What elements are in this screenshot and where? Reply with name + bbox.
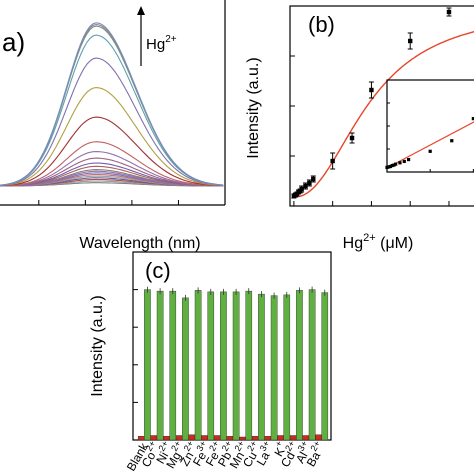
panel-b-y-label: Intensity (a.u.) bbox=[245, 57, 262, 158]
data-point bbox=[349, 135, 355, 141]
metal-ion-label: Zn2+ bbox=[175, 439, 202, 469]
metal-ion-label: Cd2+ bbox=[275, 439, 303, 470]
green-bar bbox=[270, 295, 278, 441]
spectrum-line bbox=[0, 87, 224, 187]
panel-c-ticks bbox=[133, 289, 138, 441]
inset-data-point bbox=[392, 163, 396, 167]
red-bar bbox=[137, 436, 145, 441]
data-point bbox=[307, 180, 312, 186]
green-bar bbox=[308, 289, 316, 441]
panel-a-x-label: Wavelength (nm) bbox=[79, 235, 200, 252]
data-point bbox=[311, 176, 316, 182]
panel-b-label: (b) bbox=[308, 12, 335, 37]
data-point bbox=[369, 87, 374, 93]
green-bar bbox=[283, 294, 291, 441]
hg-annotation: Hg2+ bbox=[146, 34, 177, 53]
green-bar bbox=[144, 289, 151, 441]
metal-ion-labels: BlankCo2+Ni2+Mg2+Zn2+Fe3+Fe2+Pb2+Mn2+Cu2… bbox=[124, 439, 328, 474]
panel-c-label: (c) bbox=[145, 258, 171, 283]
spectrum-line bbox=[0, 116, 224, 187]
sigmoid-fit-line bbox=[293, 31, 474, 198]
metal-ion-label: Fe2+ bbox=[200, 439, 227, 469]
data-point bbox=[303, 183, 308, 189]
spectra-curves bbox=[0, 22, 224, 187]
green-bar bbox=[296, 290, 303, 441]
inset-data-point bbox=[471, 117, 474, 121]
data-point bbox=[330, 158, 335, 164]
inset-data-point bbox=[387, 165, 391, 169]
inset-data-point bbox=[406, 157, 411, 162]
metal-ion-label: La3+ bbox=[251, 439, 278, 468]
inset-data-point bbox=[402, 159, 406, 164]
panel-b-x-label: Hg2+ (μM) bbox=[343, 232, 414, 252]
metal-ion-label: Co2+ bbox=[136, 439, 164, 470]
panel-a-emission-spectra: a) Hg2+ Wavelength (nm) bbox=[0, 0, 226, 252]
green-bar bbox=[156, 290, 164, 441]
green-bar bbox=[258, 293, 265, 441]
green-bar bbox=[194, 290, 202, 441]
inset-data-point bbox=[385, 165, 389, 169]
green-bar bbox=[182, 297, 189, 441]
titration-points bbox=[291, 7, 452, 199]
red-bar bbox=[188, 434, 196, 441]
green-bar bbox=[207, 291, 215, 441]
red-bar bbox=[315, 434, 322, 441]
inset-linear-fit bbox=[386, 121, 474, 169]
spectrum-line bbox=[0, 25, 224, 186]
spectrum-line bbox=[0, 22, 224, 186]
inset-data-point bbox=[390, 163, 394, 168]
red-bar bbox=[239, 436, 246, 441]
green-bar bbox=[321, 292, 329, 441]
selectivity-bars bbox=[137, 286, 329, 441]
spectrum-line bbox=[0, 141, 224, 187]
red-bar bbox=[175, 435, 183, 441]
inset-data-point bbox=[428, 149, 432, 153]
inset-data-point bbox=[388, 164, 393, 169]
green-bar bbox=[245, 290, 253, 441]
data-point bbox=[408, 38, 413, 44]
panel-a-ticks bbox=[38, 200, 226, 205]
metal-ion-label: Fe3+ bbox=[187, 439, 214, 469]
inset-data-point bbox=[398, 161, 402, 165]
panel-b-titration-curve: (b) Intensity (a.u.) Hg2+ (μM) bbox=[245, 5, 474, 252]
red-bar bbox=[277, 435, 284, 441]
green-bar bbox=[220, 291, 227, 441]
red-bar bbox=[150, 435, 158, 441]
inset-data-point bbox=[450, 139, 454, 143]
panel-c-selectivity: (c) Intensity (a.u.) BlankCo2+Ni2+Mg2+Zn… bbox=[89, 251, 332, 474]
red-bar bbox=[289, 435, 297, 441]
spectrum-line bbox=[0, 34, 224, 186]
green-bar bbox=[169, 290, 177, 441]
red-bar bbox=[201, 435, 208, 441]
spectrum-line bbox=[0, 23, 224, 186]
panel-a-label: a) bbox=[2, 27, 25, 57]
panel-b-ticks bbox=[290, 5, 450, 207]
red-bar bbox=[163, 436, 170, 441]
red-bar bbox=[226, 436, 234, 441]
increase-arrow-head bbox=[137, 6, 145, 15]
inset-data-point bbox=[394, 162, 398, 166]
red-bar bbox=[251, 436, 259, 441]
metal-ion-label: Pb2+ bbox=[212, 439, 239, 469]
metal-ion-label: Ba2+ bbox=[301, 439, 328, 469]
red-bar bbox=[213, 435, 221, 441]
spectrum-line bbox=[0, 57, 224, 186]
metal-ion-label: Cu2+ bbox=[237, 439, 265, 470]
data-point bbox=[299, 186, 304, 192]
spectrum-line bbox=[0, 151, 224, 187]
red-bar bbox=[302, 435, 310, 441]
inset-ticks bbox=[386, 79, 474, 173]
inset-points bbox=[385, 117, 474, 169]
data-point bbox=[446, 9, 452, 15]
green-bar bbox=[232, 291, 240, 441]
red-bar bbox=[264, 436, 272, 441]
panel-c-y-label: Intensity (a.u.) bbox=[89, 295, 106, 396]
inset-frame bbox=[386, 79, 474, 173]
